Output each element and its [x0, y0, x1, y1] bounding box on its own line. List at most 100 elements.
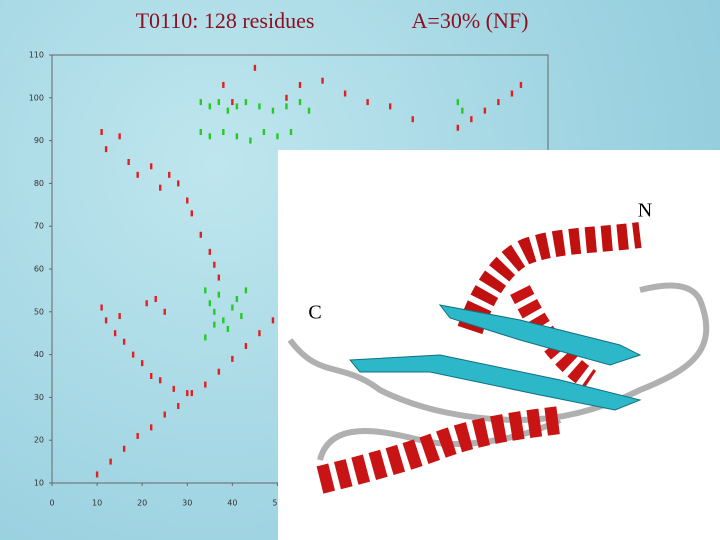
contact-point: [271, 107, 275, 114]
contact-point: [204, 287, 207, 294]
contact-point: [150, 424, 153, 431]
strand: [348, 354, 642, 411]
y-tick-label: 60: [34, 265, 44, 274]
c-terminus-label: C: [308, 302, 321, 324]
y-tick-label: 110: [29, 51, 44, 60]
y-tick-label: 40: [34, 350, 44, 359]
x-tick-label: 30: [182, 499, 192, 508]
contact-point: [510, 90, 514, 97]
x-tick-label: 0: [49, 499, 54, 508]
contact-point: [456, 124, 460, 131]
contact-point: [456, 99, 460, 106]
contact-point: [213, 321, 216, 328]
contact-point: [150, 373, 153, 379]
y-tick-label: 100: [29, 93, 44, 102]
contact-point: [217, 274, 221, 281]
contact-point: [388, 103, 392, 110]
contact-point: [231, 99, 234, 106]
contact-point: [249, 137, 252, 144]
contact-point: [222, 81, 225, 88]
contact-point: [217, 99, 221, 106]
contact-point: [100, 304, 103, 311]
contact-point: [217, 368, 221, 375]
helix: [510, 285, 597, 390]
contact-point: [235, 133, 239, 140]
contact-point: [127, 159, 130, 165]
contact-point: [118, 133, 121, 140]
contact-point: [235, 103, 239, 110]
contact-point: [104, 317, 108, 324]
contact-point: [276, 133, 279, 140]
contact-point: [122, 338, 126, 345]
contact-point: [136, 171, 139, 178]
contact-point: [190, 390, 193, 397]
structure-image: N C: [278, 150, 720, 540]
contact-point: [244, 343, 248, 350]
loop: [287, 282, 710, 424]
y-tick-label: 70: [34, 222, 44, 231]
y-tick-label: 20: [34, 436, 44, 445]
contact-point: [262, 129, 266, 136]
contact-point: [122, 445, 126, 452]
contact-point: [168, 171, 171, 178]
x-tick-label: 10: [92, 499, 102, 508]
contact-point: [199, 129, 202, 136]
contact-point: [470, 116, 473, 123]
contact-point: [483, 107, 487, 114]
contact-point: [177, 180, 180, 187]
contact-point: [159, 377, 162, 384]
contact-point: [217, 291, 221, 298]
title-left: T0110: 128 residues: [136, 8, 315, 33]
contact-point: [321, 77, 324, 84]
contact-point: [519, 81, 523, 88]
contact-point: [199, 99, 202, 106]
contact-point: [163, 308, 166, 315]
helix: [316, 406, 562, 494]
contact-point: [186, 197, 189, 204]
contact-point: [109, 458, 112, 465]
x-tick-label: 40: [227, 499, 237, 508]
contact-point: [285, 103, 288, 110]
contact-point: [258, 330, 261, 337]
contact-point: [213, 308, 216, 315]
contact-point: [95, 471, 99, 478]
contact-point: [118, 313, 121, 320]
contact-point: [213, 261, 216, 268]
contact-point: [131, 351, 135, 358]
contact-point: [298, 99, 302, 106]
contact-point: [208, 133, 212, 140]
title-right: A=30% (NF): [412, 8, 529, 33]
y-tick-label: 50: [34, 307, 44, 316]
contact-point: [461, 107, 464, 114]
contact-point: [235, 295, 239, 302]
contact-point: [231, 304, 234, 311]
contact-point: [100, 129, 103, 136]
contact-point: [208, 103, 212, 110]
y-tick-label: 90: [34, 136, 44, 145]
contact-point: [271, 317, 275, 324]
contact-point: [136, 432, 139, 439]
contact-point: [204, 334, 207, 341]
contact-point: [163, 411, 166, 418]
image-panel: [278, 150, 720, 540]
contact-point: [172, 385, 175, 392]
contact-point: [366, 99, 369, 106]
contact-point: [177, 402, 180, 409]
y-tick-label: 80: [34, 179, 44, 188]
contact-point: [190, 210, 193, 217]
contact-point: [497, 99, 500, 106]
y-tick-label: 10: [34, 479, 44, 488]
contact-point: [113, 330, 117, 337]
contact-point: [104, 146, 108, 153]
contact-point: [307, 107, 311, 114]
contact-point: [285, 94, 288, 101]
contact-point: [411, 116, 414, 123]
contact-point: [244, 99, 248, 106]
contact-point: [145, 300, 148, 307]
contact-point: [231, 355, 234, 362]
contact-point: [208, 300, 212, 307]
contact-point: [154, 295, 157, 302]
contact-point: [208, 248, 212, 255]
contact-point: [222, 129, 225, 136]
